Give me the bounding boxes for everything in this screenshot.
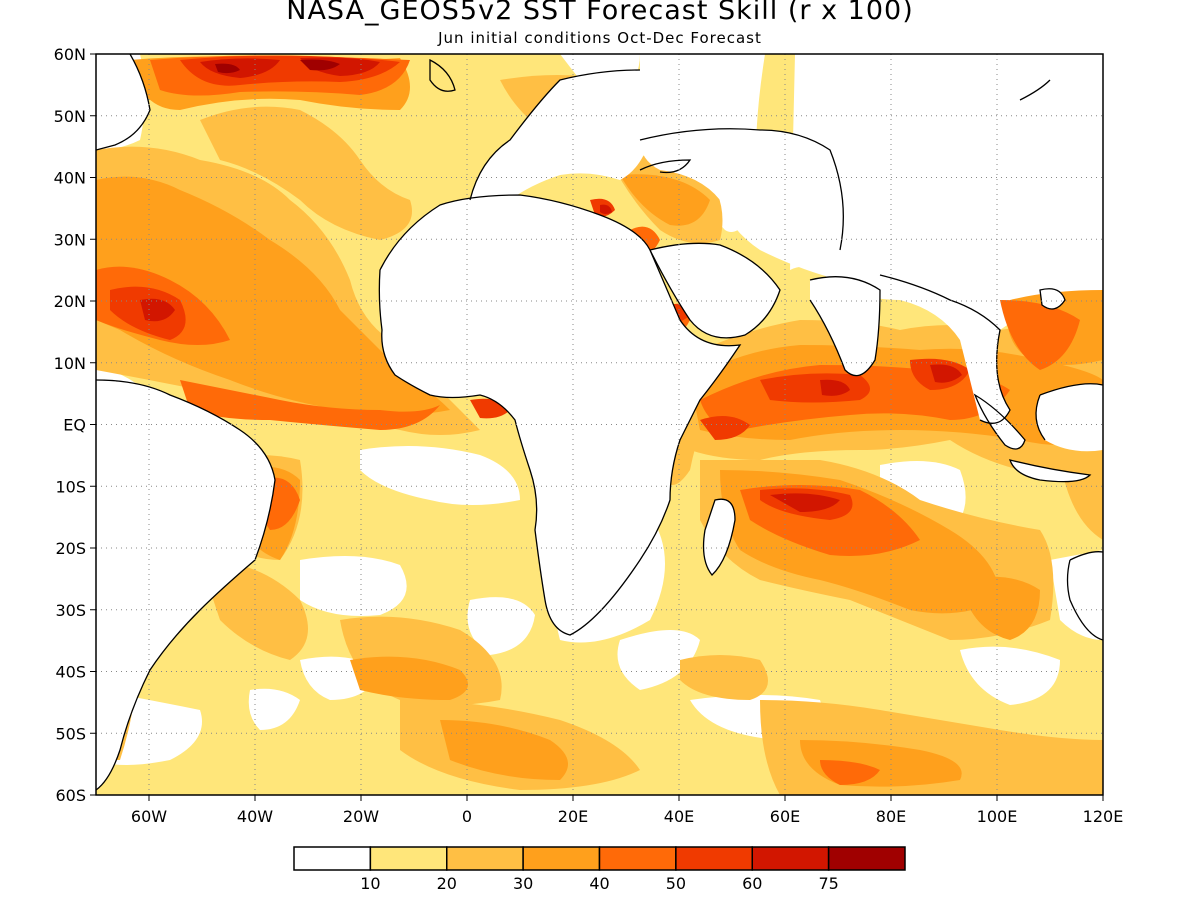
lat-tick-label: 40N (54, 169, 86, 188)
lon-tick-label: 0 (462, 807, 472, 826)
skill-field (96, 54, 1103, 795)
lon-tick-label: 60W (131, 807, 167, 826)
lat-tick-label: EQ (63, 416, 86, 435)
lat-tick-label: 60S (55, 786, 86, 805)
colorbar-swatch (827, 846, 906, 871)
lon-tick-label: 20E (558, 807, 588, 826)
colorbar-label: 40 (589, 874, 609, 893)
java-land (1010, 460, 1090, 482)
se-asia-land (1036, 383, 1103, 452)
lat-tick-label: 20N (54, 292, 86, 311)
arabia-land (650, 243, 780, 338)
colorbar-label: 20 (437, 874, 457, 893)
lon-tick-label: 60E (770, 807, 800, 826)
lon-tick-label: 80E (876, 807, 906, 826)
colorbar-label: 50 (666, 874, 686, 893)
lat-tick-label: 20S (55, 539, 86, 558)
land-masks (96, 54, 1103, 790)
colorbar-label: 75 (818, 874, 838, 893)
colorbar-swatch (751, 846, 830, 871)
colorbar-swatch (369, 846, 448, 871)
lat-tick-label: 10N (54, 354, 86, 373)
lon-tick-label: 100E (977, 807, 1018, 826)
lat-tick-label: 50N (54, 107, 86, 126)
lat-tick-label: 30N (54, 230, 86, 249)
madagascar-land (703, 499, 735, 575)
colorbar-label: 10 (360, 874, 380, 893)
lon-tick-label: 20W (343, 807, 379, 826)
colorbar-swatch (675, 846, 753, 871)
colorbar-swatch (293, 846, 372, 871)
india-land (810, 276, 880, 376)
lat-tick-label: 30S (55, 601, 86, 620)
lat-tick-label: 60N (54, 45, 86, 64)
lat-tick-label: 50S (55, 724, 86, 743)
colorbar: 10 20 30 40 50 60 75 (293, 846, 906, 893)
map-title: NASA_GEOS5v2 SST Forecast Skill (r x 100… (286, 0, 914, 26)
philippines-land (1040, 288, 1065, 309)
colorbar-swatch (446, 846, 524, 871)
lat-tick-label: 40S (55, 663, 86, 682)
lon-tick-label: 40W (237, 807, 273, 826)
lat-tick-label: 10S (55, 477, 86, 496)
colorbar-swatch (522, 846, 601, 871)
lon-tick-label: 40E (664, 807, 694, 826)
colorbar-swatch (598, 846, 677, 871)
colorbar-label: 60 (742, 874, 762, 893)
north-america-land (96, 54, 150, 150)
lon-tick-label: 120E (1083, 807, 1124, 826)
australia-land (1070, 551, 1103, 640)
europe-land (470, 70, 654, 203)
map-subtitle: Jun initial conditions Oct-Dec Forecast (438, 29, 762, 47)
axis-ticks: 60N 50N 40N 30N 20N 10N EQ 10S 20S 30S 40S 50S 60S 60… (54, 45, 1124, 826)
coastlines (96, 54, 1103, 791)
skill-level-gt75 (215, 59, 340, 74)
colorbar-label: 30 (513, 874, 533, 893)
south-america-land (96, 380, 275, 790)
asia-land (640, 128, 1010, 424)
africa-land (379, 195, 740, 635)
gridlines (96, 54, 1103, 795)
